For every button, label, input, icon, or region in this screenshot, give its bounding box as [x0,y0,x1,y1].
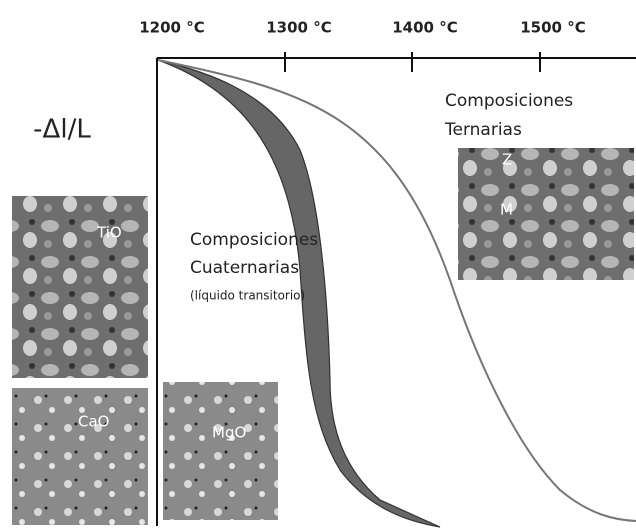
micrograph [12,196,148,378]
annotation: Ternarias [444,120,522,140]
image-label: TiO [96,224,122,242]
image-label: MgO [212,424,246,442]
annotation: Composiciones [190,230,318,250]
tick-label: 1300 °C [266,19,331,37]
image-label: Z [502,151,512,169]
image-label: M [500,201,513,219]
micrograph [163,382,278,520]
micrograph [458,148,634,280]
annotation: Composiciones [445,91,573,111]
tick-label: 1500 °C [520,19,585,37]
image-label: CaO [78,413,109,431]
annotation: Cuaternarias [190,258,299,278]
micrograph [12,388,148,525]
y-label: -Δl/L [33,115,91,145]
tick-label: 1200 °C [139,19,204,37]
figure: 1200 °C 1300 °C 1400 °C 1500 °C -Δl/L Co… [0,0,636,532]
annotation-note: (líquido transitorio) [190,289,305,303]
tick-label: 1400 °C [392,19,457,37]
